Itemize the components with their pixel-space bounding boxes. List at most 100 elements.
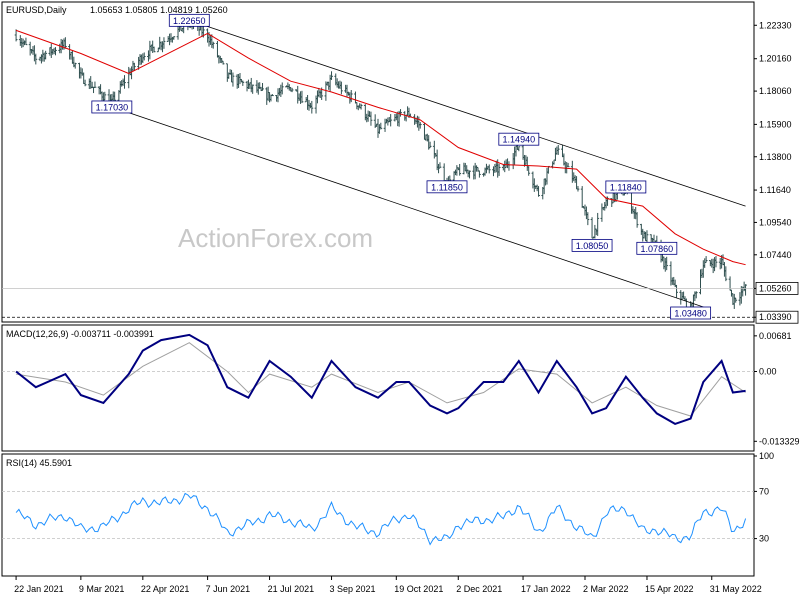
ohlc-bar: [359, 103, 363, 110]
price-annotation: 1.22650: [168, 13, 210, 27]
watermark: ActionForex.com: [178, 223, 373, 253]
ohlc-bar: [399, 109, 402, 117]
annotation-label: 1.08050: [576, 241, 609, 251]
ohlc-bar: [54, 47, 57, 56]
ohlc-bar: [665, 256, 669, 271]
ohlc-bar: [428, 141, 432, 149]
ohlc-bar: [44, 50, 48, 60]
rsi-layer: [2, 490, 754, 546]
ohlc-bar: [556, 144, 560, 155]
macd-axis-label: 0.00: [759, 367, 777, 377]
ohlc-bar: [537, 186, 540, 197]
low-level-tag: 1.03390: [759, 312, 792, 322]
date-axis-label: 22 Jan 2021: [14, 584, 64, 594]
ohlc-bar: [142, 52, 146, 61]
date-axis-label: 2 Mar 2022: [583, 584, 629, 594]
ohlc-bar: [527, 166, 531, 176]
macd-axis-label: 0.00681: [759, 331, 792, 341]
ohlc-bar: [369, 111, 373, 126]
ohlc-bar: [566, 162, 570, 168]
date-axis-label: 15 Apr 2022: [645, 584, 694, 594]
date-axis-label: 21 Jul 2021: [268, 584, 315, 594]
ohlc-bar: [635, 212, 639, 228]
ohlc-bar: [241, 80, 245, 86]
ohlc-bar: [714, 256, 718, 268]
ohlc-bar: [724, 266, 728, 282]
rsi-axis-label: 100: [759, 451, 774, 461]
rsi-title: RSI(14) 45.5901: [6, 458, 72, 468]
price-axis-label: 1.07440: [759, 250, 792, 260]
annotation-label: 1.07860: [641, 244, 674, 254]
ohlc-bar: [261, 83, 264, 91]
ohlc-bar: [734, 297, 738, 303]
price-panel: [1, 1, 755, 323]
ohlc-readout: 1.05653 1.05805 1.04819 1.05260: [90, 5, 228, 15]
date-axis-label: 9 Mar 2021: [79, 584, 125, 594]
price-axis-label: 1.22330: [759, 20, 792, 30]
ohlc-bar: [270, 94, 274, 97]
macd-panel: [1, 324, 755, 452]
price-overlays: 1.22650 1.17030 1.14940 1.11850 1.11840 1.080…: [2, 13, 754, 320]
price-annotation: 1.11840: [605, 180, 647, 194]
ohlc-bar: [517, 146, 521, 152]
ohlc-bar: [162, 37, 166, 49]
symbol-label: EURUSD,Daily: [6, 5, 67, 15]
ohlc-bar: [694, 291, 698, 299]
ohlc-bar: [389, 114, 393, 127]
rsi-panel: [1, 453, 755, 577]
ohlc-bar: [172, 36, 176, 40]
ohlc-bar: [468, 170, 471, 179]
ohlc-bar: [310, 100, 314, 114]
ohlc-bar: [596, 212, 600, 236]
price-annotation: 1.08050: [571, 238, 613, 252]
ohlc-bar: [744, 284, 747, 296]
annotation-box: [498, 132, 540, 146]
ohlc-bar: [586, 212, 590, 226]
ohlc-bar: [438, 162, 442, 169]
annotation-label: 1.17030: [96, 102, 129, 112]
ohlc-bar: [339, 81, 343, 95]
low-level-tag-box: [755, 310, 799, 324]
moving-average-line: [15, 29, 746, 266]
ohlc-bar: [576, 185, 580, 192]
annotation-box: [636, 241, 678, 255]
ohlc-bar: [63, 37, 67, 49]
macd-main-line: [15, 333, 746, 425]
annotation-label: 1.03480: [674, 309, 707, 319]
ohlc-bar: [14, 29, 18, 42]
annotation-label: 1.11840: [610, 182, 642, 192]
ohlc-bar: [83, 79, 87, 87]
ohlc-bar: [221, 60, 225, 65]
channel-trendline: [189, 19, 746, 207]
date-axis-label: 31 May 2022: [710, 584, 762, 594]
ohlc-bar: [487, 164, 491, 174]
macd-axis-label: -0.013329: [759, 436, 800, 446]
annotation-box: [426, 180, 468, 194]
ohlc-bar: [330, 71, 333, 80]
annotation-box: [571, 238, 613, 252]
annotation-label: 1.22650: [173, 16, 206, 26]
annotation-box: [91, 100, 133, 114]
ohlc-bar: [152, 46, 156, 53]
rsi-line: [15, 492, 747, 546]
rsi-axis-label: 70: [759, 486, 769, 496]
date-axis-label: 17 Jan 2022: [521, 584, 571, 594]
current-price-tag-box: [755, 281, 799, 295]
price-annotation: 1.17030: [91, 100, 133, 114]
ohlc-bar: [231, 72, 235, 87]
macd-title: MACD(12,26,9) -0.003711 -0.003991: [6, 329, 154, 339]
date-axis-label: 22 Apr 2021: [141, 584, 190, 594]
ohlc-bar: [418, 122, 422, 129]
annotation-box: [670, 306, 712, 320]
channel-trendline: [111, 106, 711, 310]
ohlc-bar: [300, 90, 304, 104]
macd-layer: [2, 333, 754, 425]
current-price-tag: 1.05260: [759, 283, 792, 293]
ohlc-bar: [280, 82, 284, 95]
date-axis-label: 2 Dec 2021: [456, 584, 502, 594]
ohlc-bar: [34, 53, 38, 65]
ohlc-bar: [349, 90, 353, 103]
price-axis-label: 1.15900: [759, 119, 792, 129]
